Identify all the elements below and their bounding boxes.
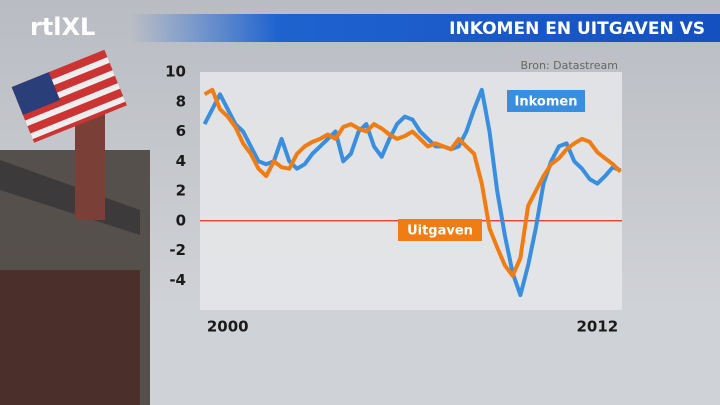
y-tick-label: -2 [169,241,186,259]
y-tick-label: 10 [165,63,186,81]
title-bar [130,14,720,42]
brand-logo: rtlXL [30,13,95,41]
fence [0,270,140,405]
y-tick-label: 8 [176,92,186,110]
x-tick-label: 2000 [207,318,249,336]
legend-label: Uitgaven [407,224,473,239]
y-tick-label: 2 [176,182,186,200]
legend-label: Inkomen [515,95,578,110]
y-tick-label: 0 [176,211,186,229]
y-tick-label: -4 [169,271,186,289]
series-line [203,87,622,278]
x-tick-label: 2012 [576,318,618,336]
chart-title: INKOMEN EN UITGAVEN VS [449,19,705,39]
ground [150,300,720,405]
y-tick-label: 4 [176,152,186,170]
source: Bron: Datastream [520,59,618,72]
legend-box [507,90,585,112]
legend-box [398,219,482,241]
flag [11,49,127,143]
chimney [75,110,105,220]
y-tick-label: 6 [176,122,186,140]
